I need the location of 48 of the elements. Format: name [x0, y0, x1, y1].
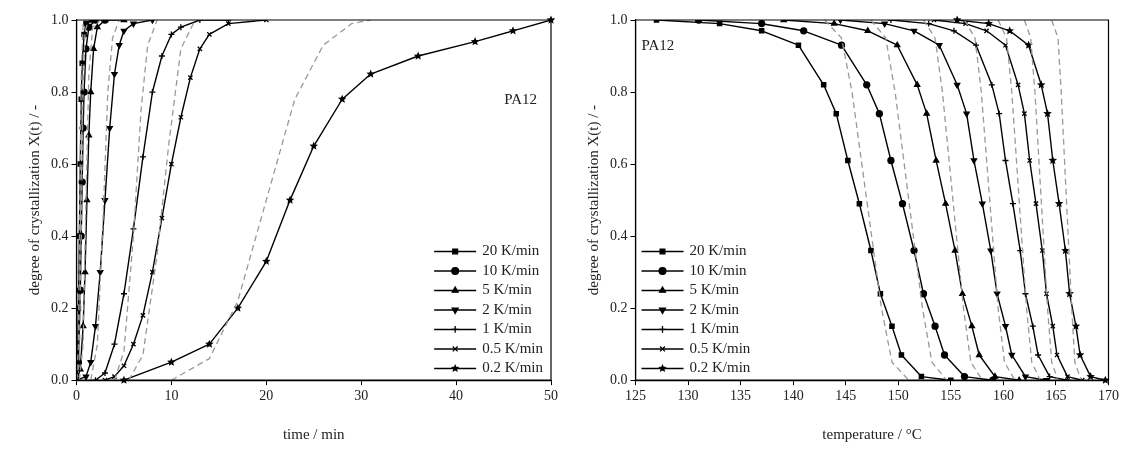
x-tick-label: 40 [449, 388, 464, 404]
y-tick-label: 1.0 [51, 11, 69, 27]
x-tick-label: 30 [354, 388, 369, 404]
y-tick-label: 0.0 [51, 371, 69, 387]
x-tick-label: 165 [1045, 388, 1067, 404]
x-tick-label: 155 [940, 388, 962, 404]
x-tick-label: 20 [259, 388, 274, 404]
legend-label: 1 K/min [482, 320, 533, 337]
x-tick-label: 125 [625, 388, 646, 404]
legend-label: 2 K/min [482, 300, 533, 317]
x-tick-label: 145 [835, 388, 857, 404]
legend-label: 20 K/min [689, 242, 748, 259]
y-tick-label: 0.8 [610, 83, 628, 99]
y-axis-title: degree of crystallization X(t) / - [584, 104, 602, 296]
legend-label: 0.5 K/min [482, 339, 544, 356]
x-tick-label: 160 [992, 388, 1014, 404]
x-axis-title: time / min [282, 425, 346, 442]
annotation: PA12 [504, 90, 537, 107]
x-tick-label: 10 [164, 388, 179, 404]
y-tick-label: 0.4 [51, 227, 69, 243]
legend-label: 10 K/min [482, 261, 540, 278]
x-tick-label: 170 [1098, 388, 1119, 404]
y-tick-label: 0.0 [610, 371, 628, 387]
legend-label: 20 K/min [482, 242, 540, 259]
legend-label: 5 K/min [689, 281, 740, 298]
legend-label: 10 K/min [689, 261, 748, 278]
legend-label: 5 K/min [482, 281, 533, 298]
legend-label: 0.5 K/min [689, 339, 751, 356]
x-tick-label: 140 [782, 388, 804, 404]
legend-label: 0.2 K/min [689, 359, 751, 376]
annotation: PA12 [641, 36, 675, 53]
y-tick-label: 1.0 [610, 11, 628, 27]
x-tick-label: 50 [544, 388, 558, 404]
legend-label: 0.2 K/min [482, 359, 544, 376]
x-tick-label: 130 [677, 388, 699, 404]
x-axis-title: temperature / °C [822, 425, 922, 442]
y-tick-label: 0.8 [51, 83, 69, 99]
x-tick-label: 135 [730, 388, 752, 404]
y-tick-label: 0.4 [610, 227, 628, 243]
y-tick-label: 0.6 [610, 155, 628, 171]
y-tick-label: 0.2 [610, 299, 628, 315]
legend-label: 2 K/min [689, 300, 740, 317]
legend-label: 1 K/min [689, 320, 740, 337]
y-axis-title: degree of crystallization X(t) / - [25, 104, 43, 296]
x-tick-label: 0 [73, 388, 80, 404]
y-tick-label: 0.6 [51, 155, 69, 171]
y-tick-label: 0.2 [51, 299, 69, 315]
x-tick-label: 150 [887, 388, 909, 404]
